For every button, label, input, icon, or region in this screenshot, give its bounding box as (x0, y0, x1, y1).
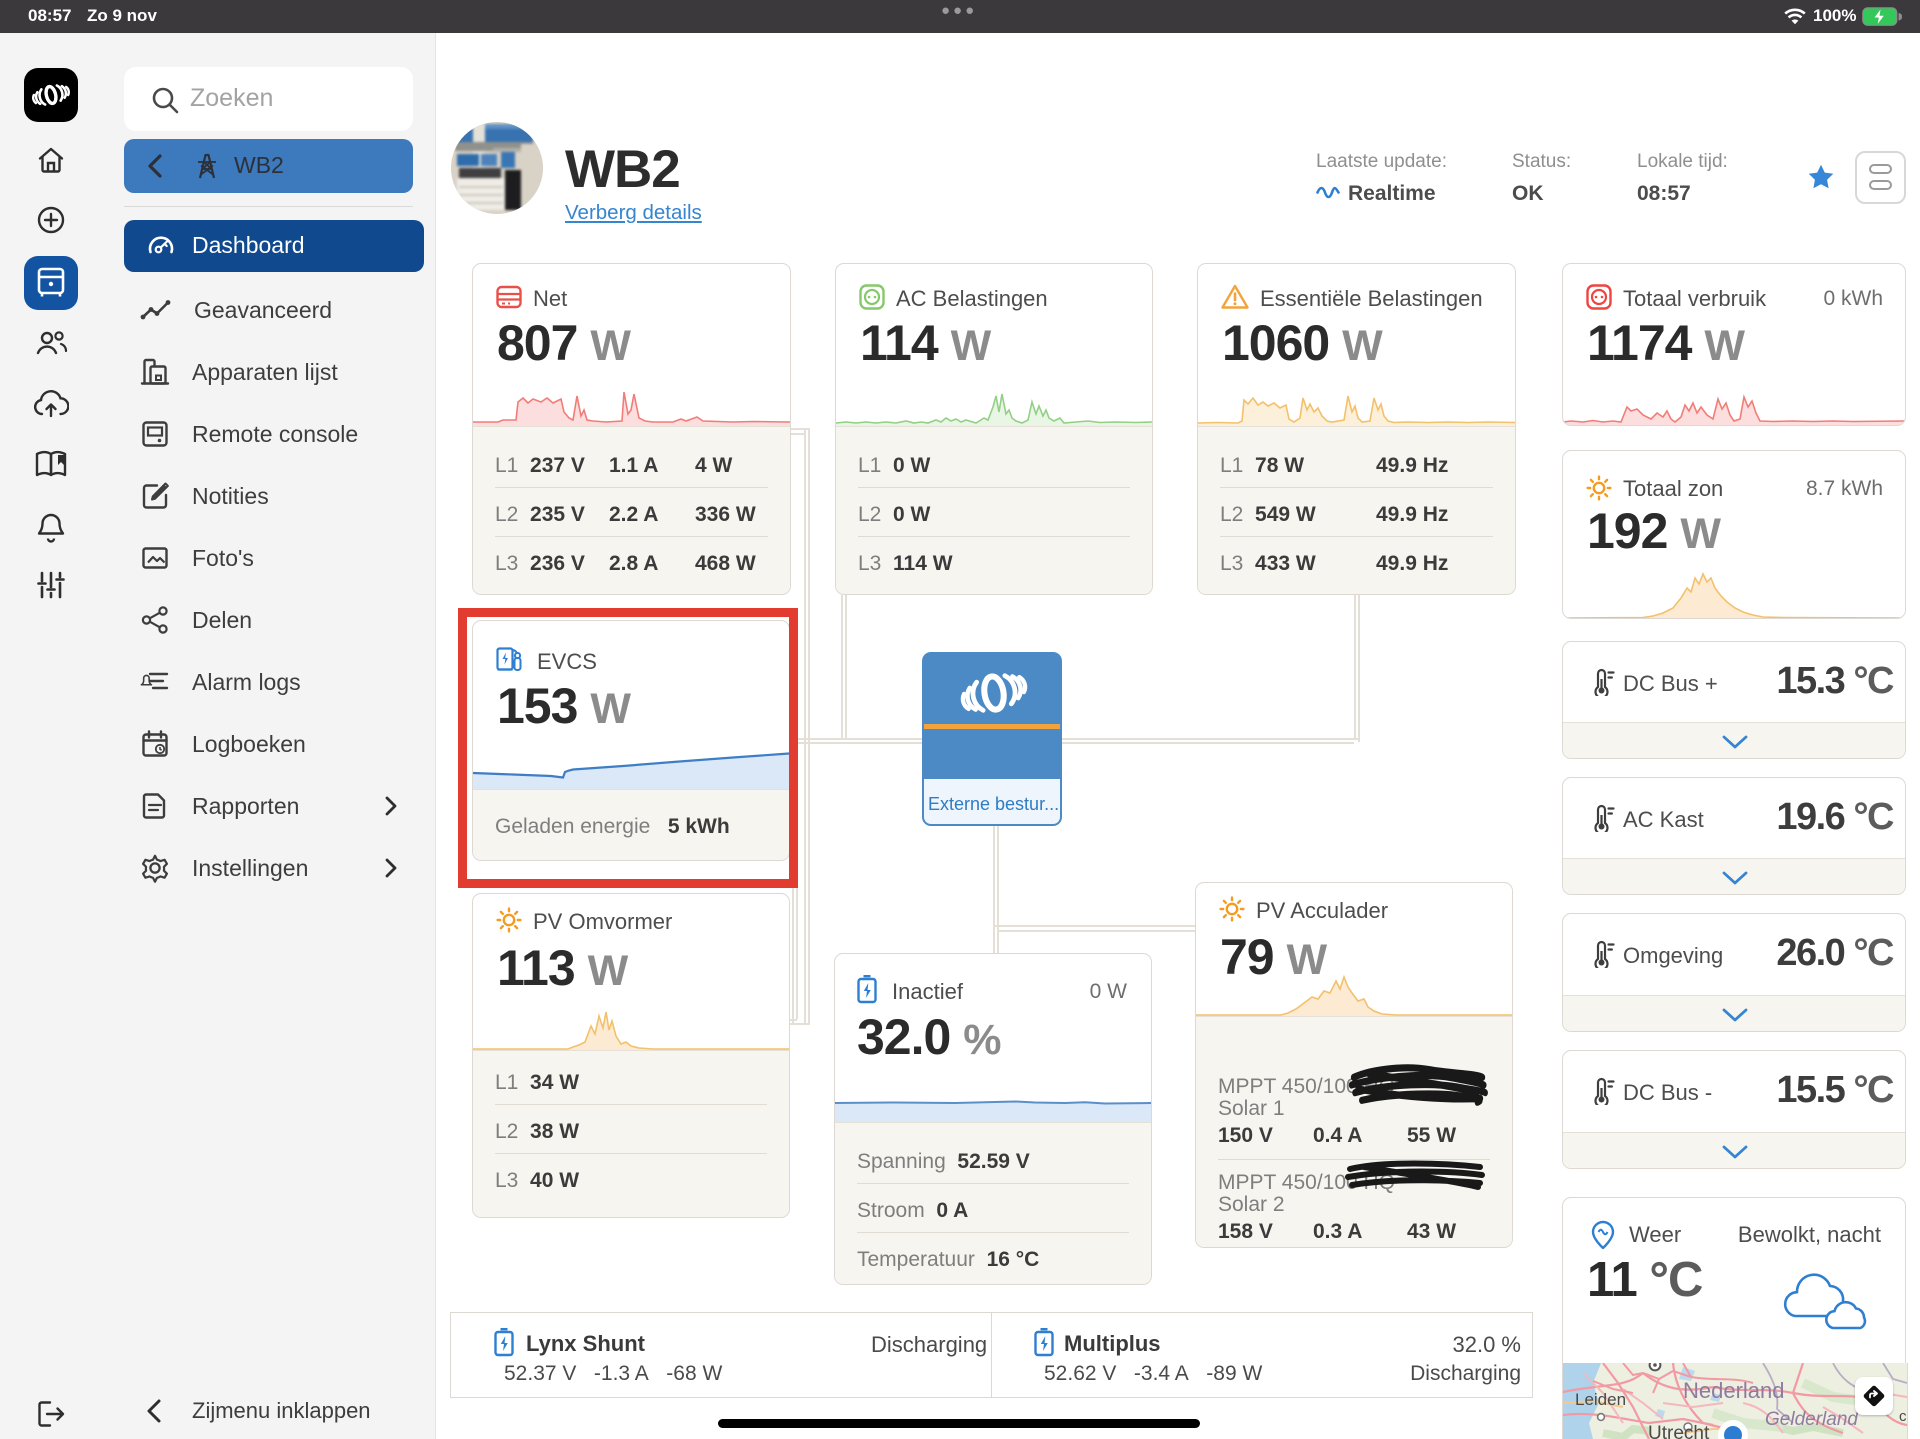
svg-text:Leiden: Leiden (1575, 1390, 1626, 1409)
svg-text:Nederland: Nederland (1683, 1378, 1785, 1403)
svg-text:ch: ch (1899, 1408, 1907, 1425)
svg-text:Utrecht: Utrecht (1648, 1423, 1710, 1439)
svg-text:Gelderland: Gelderland (1765, 1409, 1859, 1430)
